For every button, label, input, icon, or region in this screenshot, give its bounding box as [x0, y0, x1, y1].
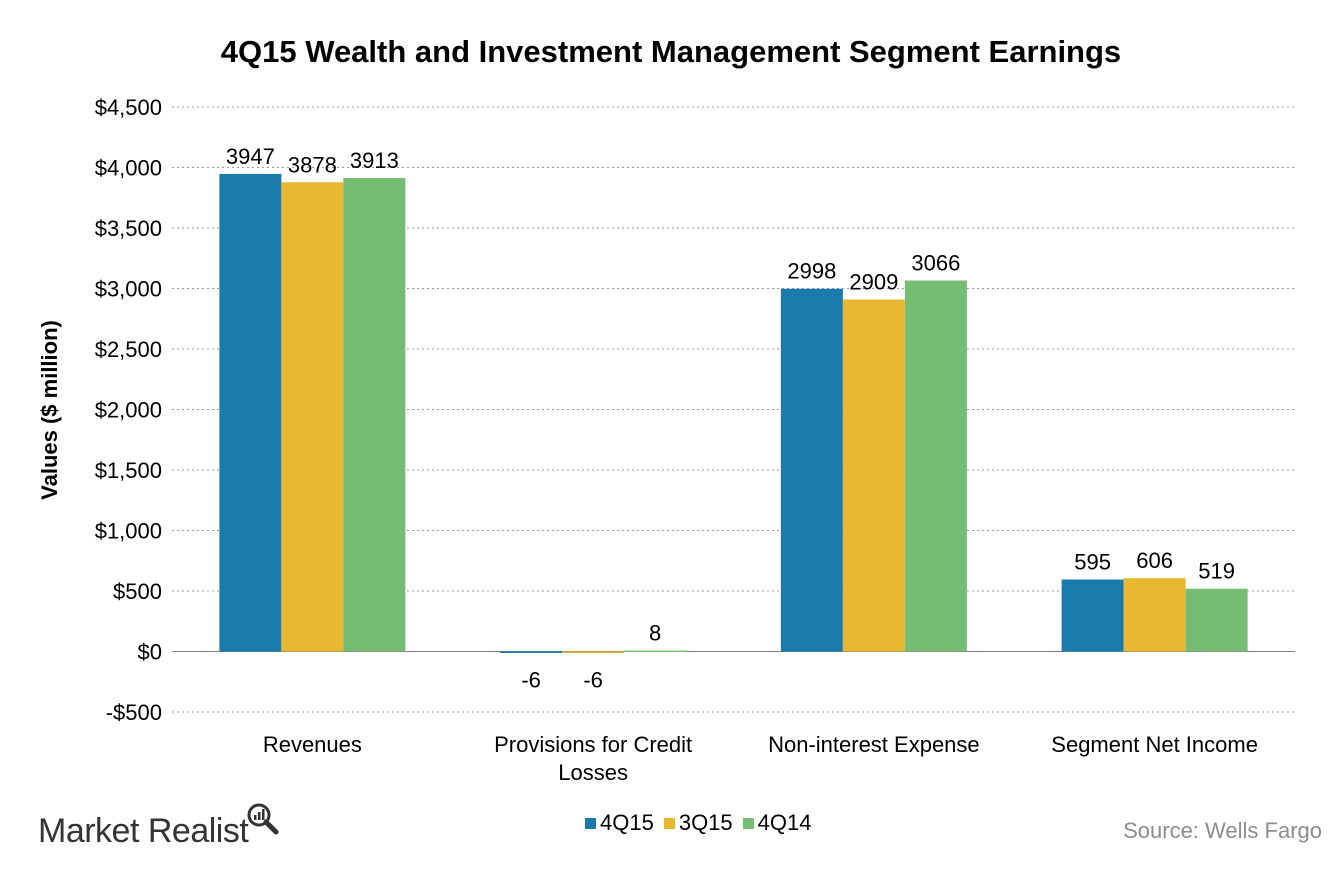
legend-item-4q14: 4Q14 [742, 810, 812, 836]
bar [1123, 578, 1186, 652]
bar [343, 178, 406, 652]
data-label: 3066 [911, 251, 960, 276]
data-label: 3913 [350, 148, 399, 173]
y-tick-label: $3,500 [95, 216, 162, 241]
y-axis-label: Values ($ million) [37, 320, 62, 500]
x-tick-label: Losses [558, 760, 628, 785]
x-tick-label: Provisions for Credit [494, 732, 692, 757]
data-label: 2909 [849, 270, 898, 295]
bar [219, 173, 282, 652]
bar [500, 651, 563, 653]
bar [780, 288, 843, 652]
y-tick-label: $0 [138, 640, 162, 665]
bar [1185, 588, 1248, 652]
y-tick-label: $500 [113, 579, 162, 604]
bar [842, 299, 905, 652]
bar [904, 280, 967, 652]
legend-item-4q15: 4Q15 [585, 810, 654, 836]
y-tick-label: -$500 [106, 700, 162, 725]
data-label: 519 [1198, 559, 1235, 584]
legend-swatch-4q14 [742, 817, 754, 829]
y-tick-label: $4,500 [95, 95, 162, 120]
data-label: -6 [583, 668, 603, 693]
data-label: 2998 [787, 259, 836, 284]
brand-name: Market Realist [38, 812, 249, 850]
x-tick-label: Segment Net Income [1051, 732, 1258, 757]
legend-label-3q15: 3Q15 [678, 810, 733, 835]
data-label: 8 [649, 621, 661, 646]
source-note: Source: Wells Fargo [1123, 818, 1322, 843]
magnifier-icon [247, 803, 279, 835]
legend-label-4q14: 4Q14 [757, 810, 812, 835]
chart-title: 4Q15 Wealth and Investment Management Se… [220, 34, 1122, 69]
y-tick-label: $4,000 [95, 156, 162, 181]
x-tick-label: Revenues [263, 732, 362, 757]
y-tick-label: $2,000 [95, 398, 162, 423]
brand-logo: Market Realist [38, 803, 280, 851]
y-tick-label: $1,500 [95, 458, 162, 483]
legend-swatch-3q15 [663, 817, 675, 829]
y-tick-label: $2,500 [95, 337, 162, 362]
legend-item-3q15: 3Q15 [663, 810, 733, 836]
bar [562, 651, 625, 653]
x-tick-label: Non-interest Expense [768, 732, 980, 757]
y-tick-label: $3,000 [95, 277, 162, 302]
data-label: 595 [1074, 550, 1111, 575]
y-tick-label: $1,000 [95, 519, 162, 544]
legend-swatch-4q15 [585, 817, 596, 829]
bar [1061, 579, 1124, 652]
data-label: 3947 [226, 144, 275, 169]
data-label: 606 [1136, 548, 1173, 573]
legend-label-4q15: 4Q15 [600, 810, 654, 835]
bar [624, 650, 687, 653]
data-label: -6 [521, 668, 541, 693]
data-label: 3878 [288, 152, 337, 177]
legend: 4Q15 3Q15 4Q14 [585, 810, 811, 836]
bar [281, 182, 344, 652]
